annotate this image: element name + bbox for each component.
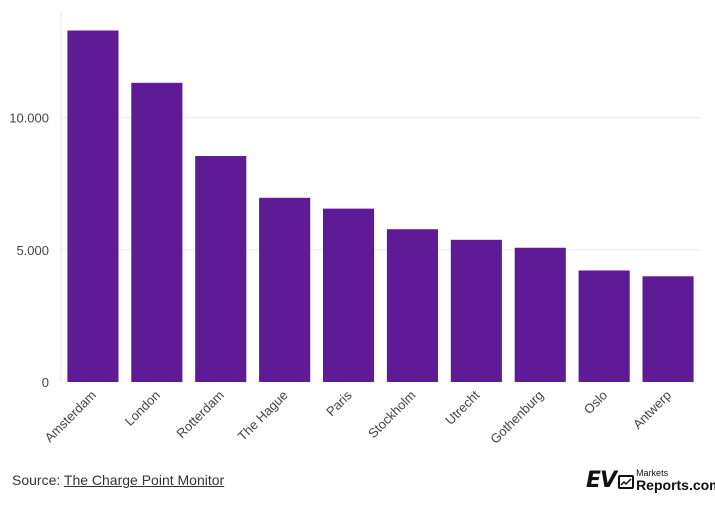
x-tick-label: The Hague [235, 388, 291, 444]
source-link[interactable]: The Charge Point Monitor [63, 472, 225, 488]
x-tick-label: Gothenburg [487, 388, 546, 447]
chart-trend-icon [618, 475, 635, 489]
x-tick-label: Utrecht [442, 387, 483, 428]
x-axis-ticks: Amsterdam London Rotterdam The Hague Paris St… [41, 387, 674, 447]
logo-ev: EV [586, 468, 617, 493]
evmarketsreports-logo: EV Markets Reports.com [586, 466, 715, 493]
bar-utrecht [450, 239, 502, 382]
bar-paris [322, 208, 375, 382]
bar-rotterdam [195, 156, 247, 382]
x-tick-label: Oslo [581, 388, 611, 418]
bar-antwerp [642, 276, 694, 382]
bar-chart: 0 5.000 10.000 Amsterdam London Rotterdam The… [9, 12, 700, 447]
bar-oslo [578, 270, 630, 382]
y-axis-ticks: 0 5.000 10.000 [9, 111, 49, 390]
bar-the-hague [259, 197, 311, 382]
x-tick-label: Stockholm [365, 388, 419, 442]
y-tick-label: 5.000 [16, 243, 49, 258]
bars [67, 30, 694, 382]
logo-reports: Reports.com [636, 477, 715, 493]
y-tick-label: 0 [42, 375, 49, 390]
bar-amsterdam [67, 30, 119, 382]
y-tick-label: 10.000 [9, 111, 49, 126]
bar-stockholm [386, 229, 439, 382]
x-tick-label: Antwerp [630, 388, 674, 432]
bar-london [131, 82, 183, 382]
bar-gothenburg [514, 247, 566, 382]
source-note: Source: The Charge Point Monitor [12, 472, 224, 488]
x-tick-label: Rotterdam [173, 388, 227, 442]
x-tick-label: London [122, 388, 163, 429]
x-tick-label: Paris [323, 387, 355, 419]
source-prefix: Source: [12, 472, 64, 488]
x-tick-label: Amsterdam [41, 388, 99, 446]
logo-markets: Markets [636, 468, 669, 478]
